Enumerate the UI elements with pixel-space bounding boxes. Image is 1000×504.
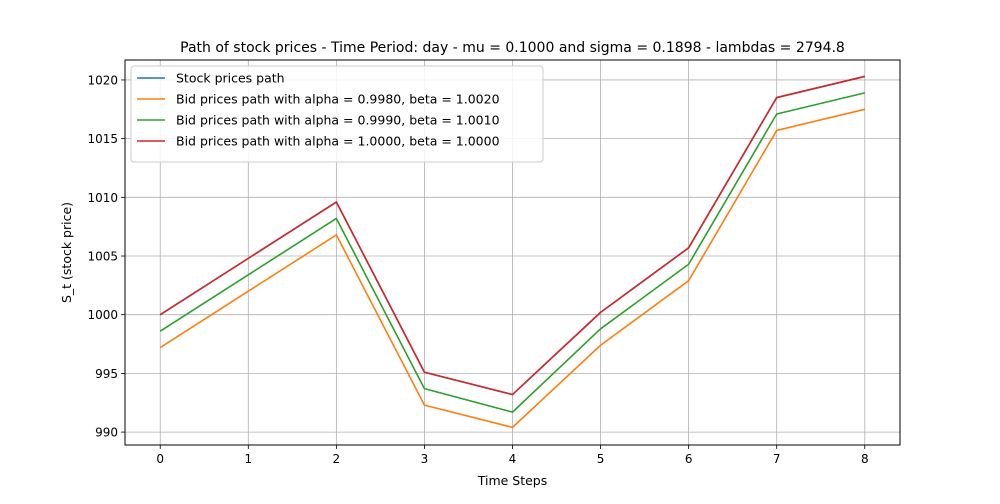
- x-tick-label: 6: [685, 452, 693, 466]
- y-tick-label: 1020: [87, 73, 118, 87]
- x-tick-label: 0: [156, 452, 164, 466]
- y-axis-label: S_t (stock price): [59, 202, 74, 303]
- legend-label-1: Stock prices path: [176, 71, 285, 86]
- x-tick-label: 5: [597, 452, 605, 466]
- y-tick-label: 990: [95, 426, 118, 440]
- legend-label-4: Bid prices path with alpha = 1.0000, bet…: [176, 134, 500, 149]
- y-tick-label: 1000: [87, 308, 118, 322]
- y-tick-label: 1010: [87, 191, 118, 205]
- x-tick-label: 2: [333, 452, 341, 466]
- series-line-3: [159, 92, 865, 413]
- series-line-4: [159, 75, 865, 396]
- series-lines: [159, 75, 865, 429]
- x-axis-label: Time Steps: [477, 473, 548, 488]
- legend-box: [130, 65, 544, 163]
- legend: Stock prices path Bid prices path with al…: [130, 65, 544, 163]
- grid: [125, 60, 900, 445]
- chart-title: Path of stock prices - Time Period: day …: [180, 40, 845, 56]
- y-tick-label: 1015: [87, 132, 118, 146]
- x-tick-label: 7: [773, 452, 781, 466]
- legend-label-2: Bid prices path with alpha = 0.9980, bet…: [176, 92, 500, 107]
- axis-ticks: 0 1 2 3 4 5 6 7 8 990 995 1000 1005 1010 1015 1020: [87, 73, 868, 466]
- x-tick-label: 8: [861, 452, 869, 466]
- legend-label-3: Bid prices path with alpha = 0.9990, bet…: [176, 113, 500, 128]
- y-tick-label: 1005: [87, 250, 118, 264]
- x-tick-label: 1: [244, 452, 252, 466]
- series-line-2: [159, 108, 865, 429]
- x-tick-label: 4: [509, 452, 517, 466]
- y-tick-label: 995: [95, 367, 118, 381]
- x-tick-label: 3: [421, 452, 429, 466]
